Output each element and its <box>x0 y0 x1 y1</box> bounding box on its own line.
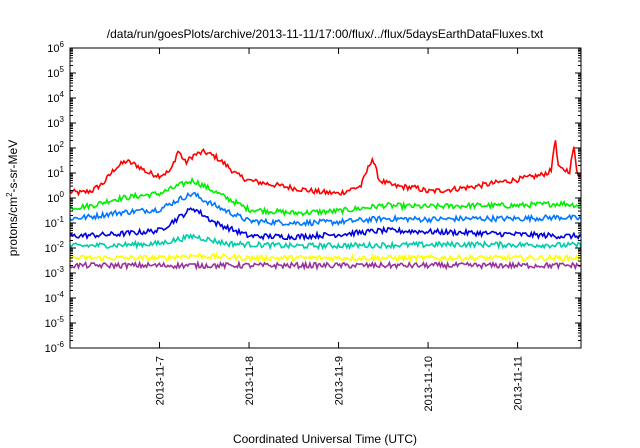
y-tick-label-base: 10 <box>47 168 59 180</box>
y-axis-label-rest: -s-sr-MeV <box>6 140 20 193</box>
x-tick-label: 2013-11-11 <box>513 356 525 411</box>
x-tick-label: 2013-11-9 <box>334 356 346 405</box>
y-tick-label: 100 <box>47 190 64 205</box>
y-tick-label-base: 10 <box>45 243 57 255</box>
y-tick-label-exp: -4 <box>57 290 65 299</box>
y-axis: 10-610-510-410-310-210-11001011021031041… <box>45 40 581 355</box>
y-tick-label: 10-1 <box>45 215 65 230</box>
y-tick-label-exp: -1 <box>57 215 65 224</box>
y-tick-label: 10-3 <box>45 265 65 280</box>
y-tick-label: 103 <box>47 115 64 130</box>
series-line-2 <box>69 176 582 217</box>
series-line-1 <box>69 140 582 197</box>
x-tick-label: 2013-11-7 <box>155 356 167 405</box>
x-axis: 2013-11-7 2013-11-8 2013-11-9 2013-11-10 201… <box>155 48 525 411</box>
y-tick-label-base: 10 <box>45 218 57 230</box>
y-tick-label-exp: -5 <box>57 315 65 324</box>
y-tick-label: 10-4 <box>45 290 65 305</box>
series-line-6 <box>69 251 582 264</box>
y-tick-label-base: 10 <box>45 318 57 330</box>
y-tick-label-base: 10 <box>47 118 59 130</box>
x-tick-label: 2013-11-10 <box>423 356 435 411</box>
y-tick-label: 105 <box>47 65 64 80</box>
plot-series-group <box>69 140 582 271</box>
y-tick-label: 102 <box>47 140 64 155</box>
x-axis-label: Coordinated Universal Time (UTC) <box>233 432 417 446</box>
y-tick-label: 10-5 <box>45 315 65 330</box>
y-tick-label-exp: 3 <box>60 115 65 124</box>
y-tick-label-base: 10 <box>47 93 59 105</box>
y-tick-label: 104 <box>47 90 64 105</box>
y-tick-label: 10-2 <box>45 240 65 255</box>
series-line-4 <box>69 207 582 242</box>
y-tick-label-exp: -2 <box>57 240 65 249</box>
y-tick-label-base: 10 <box>47 43 59 55</box>
y-tick-label-exp: -3 <box>57 265 65 274</box>
y-tick-label-base: 10 <box>47 143 59 155</box>
y-tick-label: 101 <box>47 165 64 180</box>
y-tick-label: 106 <box>47 40 64 55</box>
y-tick-label-exp: 2 <box>60 140 65 149</box>
y-tick-label-base: 10 <box>45 343 57 355</box>
y-axis-label: protons/cm2-s-sr-MeV <box>5 140 20 256</box>
y-tick-label-exp: 0 <box>60 190 65 199</box>
chart-title: /data/run/goesPlots/archive/2013-11-11/1… <box>107 27 544 41</box>
y-tick-label-exp: 5 <box>60 65 65 74</box>
y-tick-label-exp: -6 <box>57 340 65 349</box>
y-tick-label-base: 10 <box>47 193 59 205</box>
series-line-7 <box>69 259 582 271</box>
y-tick-label-exp: 1 <box>60 165 65 174</box>
y-tick-label-base: 10 <box>45 293 57 305</box>
y-tick-label-exp: 6 <box>60 40 65 49</box>
y-axis-label-base: protons/cm <box>6 197 20 256</box>
x-tick-label: 2013-11-8 <box>244 356 256 405</box>
y-tick-label-exp: 4 <box>60 90 65 99</box>
y-tick-label-base: 10 <box>47 68 59 80</box>
series-line-5 <box>69 232 582 251</box>
plot-frame <box>69 47 582 349</box>
y-axis-label-sup: 2 <box>5 192 14 197</box>
y-tick-label: 10-6 <box>45 340 65 355</box>
series-line-3 <box>69 191 582 228</box>
y-tick-label-base: 10 <box>45 268 57 280</box>
